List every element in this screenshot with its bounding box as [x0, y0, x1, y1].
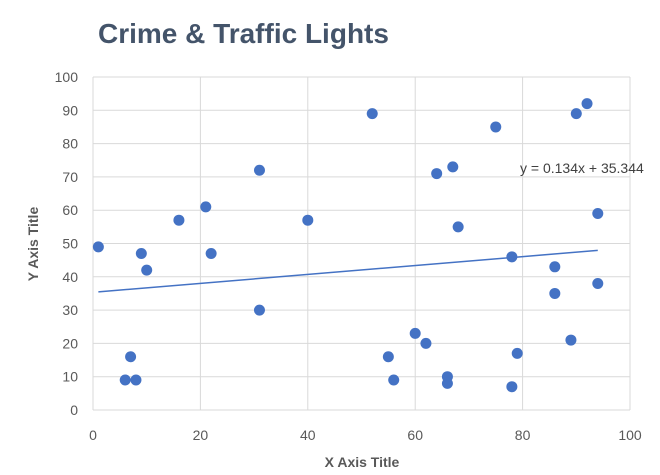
y-tick-label: 60 — [62, 202, 78, 218]
data-point — [253, 164, 265, 176]
data-point — [592, 208, 604, 220]
data-point — [506, 381, 518, 393]
y-tick-label: 20 — [62, 335, 78, 351]
data-point — [511, 347, 523, 359]
chart-title: Crime & Traffic Lights — [98, 18, 389, 49]
y-tick-label: 10 — [62, 369, 78, 385]
data-point — [592, 277, 604, 289]
y-tick-label: 80 — [62, 136, 78, 152]
data-point — [302, 214, 314, 226]
x-tick-label: 40 — [300, 427, 316, 443]
x-tick-label: 0 — [89, 427, 97, 443]
x-tick-label: 60 — [407, 427, 423, 443]
y-axis-title: Y Axis Title — [25, 207, 41, 282]
data-point — [135, 247, 147, 259]
data-point — [382, 351, 394, 363]
data-point — [549, 287, 561, 299]
y-tick-label: 50 — [62, 236, 78, 252]
data-point — [565, 334, 577, 346]
data-point — [447, 161, 459, 173]
data-point — [452, 221, 464, 233]
data-point — [205, 247, 217, 259]
data-point — [581, 98, 593, 110]
data-point — [366, 108, 378, 120]
data-point — [253, 304, 265, 316]
x-tick-label: 100 — [618, 427, 642, 443]
data-point — [490, 121, 502, 133]
x-tick-label: 80 — [515, 427, 531, 443]
data-point — [549, 261, 561, 273]
data-point — [130, 374, 142, 386]
data-point — [173, 214, 185, 226]
x-tick-label: 20 — [193, 427, 209, 443]
trendline-equation: y = 0.134x + 35.344 — [520, 160, 644, 176]
data-point — [125, 351, 137, 363]
data-point — [141, 264, 153, 276]
y-tick-label: 0 — [70, 402, 78, 418]
data-point — [431, 168, 443, 180]
y-tick-label: 100 — [55, 69, 79, 85]
y-tick-label: 90 — [62, 102, 78, 118]
y-tick-label: 30 — [62, 302, 78, 318]
data-point — [441, 377, 453, 389]
data-point — [506, 251, 518, 263]
data-point — [570, 108, 582, 120]
data-point — [200, 201, 212, 213]
x-axis-title: X Axis Title — [325, 454, 400, 470]
data-point — [388, 374, 400, 386]
data-point — [119, 374, 131, 386]
data-point — [409, 327, 421, 339]
y-tick-label: 40 — [62, 269, 78, 285]
data-point — [420, 337, 432, 349]
data-point — [92, 241, 104, 253]
y-tick-label: 70 — [62, 169, 78, 185]
